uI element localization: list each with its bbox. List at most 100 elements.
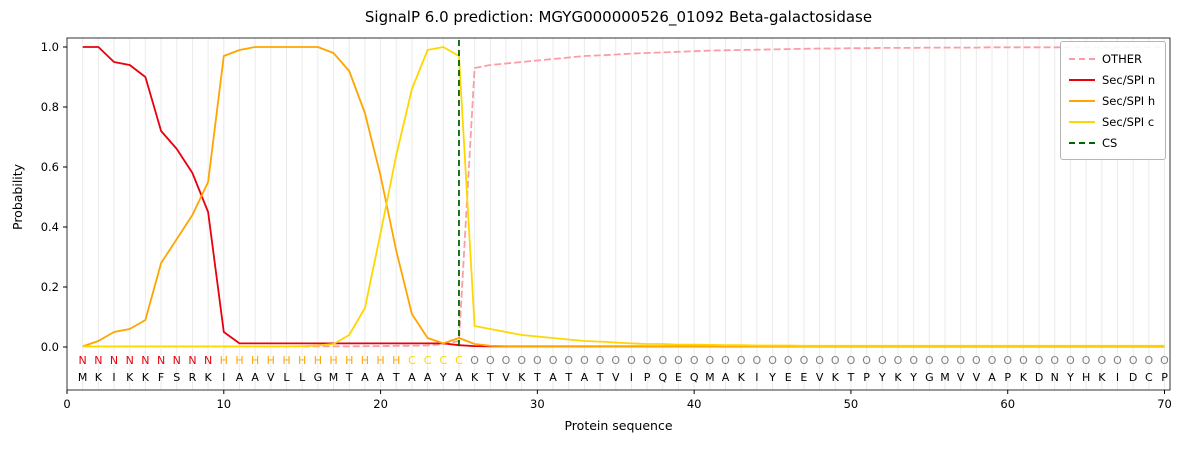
legend-label-sec-spi-n: Sec/SPI n [1102,72,1156,87]
residue-letter: N [1051,371,1059,384]
series-h [82,46,1165,348]
legend-label-sec-spi-c: Sec/SPI c [1102,114,1155,129]
residue-letter: G [925,371,934,384]
region-letter: O [784,354,793,367]
residue-letter: I [222,371,225,384]
region-letter: N [141,354,149,367]
residue-letter: A [988,371,996,384]
y-tick-label: 1.0 [41,40,59,54]
region-letter: O [737,354,746,367]
residue-letter: A [722,371,730,384]
residue-letter: T [345,371,353,384]
region-letter: O [1082,354,1091,367]
residue-letter: Y [878,371,886,384]
residue-letter: A [581,371,589,384]
residue-letter: V [502,371,510,384]
residue-letter: A [236,371,244,384]
residue-letter: A [377,371,385,384]
residue-letter: Y [439,371,447,384]
residue-letter: M [329,371,339,384]
residue-letter: K [471,371,479,384]
region-letter: O [862,354,871,367]
other-line-sample [1069,57,1095,60]
residue-letter: V [267,371,275,384]
x-tick-label: 70 [1157,397,1172,411]
residue-letter: P [863,371,870,384]
residue-letter: M [705,371,715,384]
y-tick-label: 0.8 [41,100,59,114]
region-letter: N [79,354,87,367]
residue-letter: K [204,371,212,384]
region-letter: O [627,354,636,367]
legend-label-sec-spi-h: Sec/SPI h [1102,93,1156,108]
region-letter: O [988,354,997,367]
region-letter: N [126,354,134,367]
residue-letter: K [894,371,902,384]
residue-letter: K [1020,371,1028,384]
region-letter: O [925,354,934,367]
cs-line-sample [1069,141,1095,144]
residue-letter: E [800,371,807,384]
region-letter: H [251,354,259,367]
residue-letter: T [596,371,604,384]
region-letter: H [392,354,400,367]
residue-letter: I [112,371,115,384]
region-letter: C [408,354,416,367]
region-letter: O [753,354,762,367]
residue-letter: K [518,371,526,384]
region-letter: O [1160,354,1169,367]
series-c [82,46,1165,348]
legend-entry-sec-spi-c: Sec/SPI c [1069,111,1157,132]
region-letter: O [1050,354,1059,367]
x-tick-label: 30 [530,397,545,411]
region-letter: H [282,354,290,367]
residue-letter: Y [1066,371,1074,384]
chart-title: SignalP 6.0 prediction: MGYG000000526_01… [364,8,873,26]
region-letter: O [611,354,620,367]
region-letter: O [956,354,965,367]
region-letter: N [110,354,118,367]
region-letter: O [831,354,840,367]
region-letter: O [909,354,918,367]
region-letter: O [502,354,511,367]
residue-letter: T [533,371,541,384]
region-letter: O [815,354,824,367]
region-letter: O [690,354,699,367]
residue-letter: M [940,371,950,384]
legend-entry-other: OTHER [1069,48,1157,69]
region-letter: C [455,354,463,367]
residue-letter: P [1161,371,1168,384]
residue-letter: P [644,371,651,384]
residue-letter: E [785,371,792,384]
region-letter: N [173,354,181,367]
legend-label-other: OTHER [1102,51,1142,66]
region-letter: O [470,354,479,367]
region-letter: O [1003,354,1012,367]
residue-letter: E [675,371,682,384]
region-letter: O [1035,354,1044,367]
region-letter: O [1144,354,1153,367]
y-tick-label: 0.0 [41,340,59,354]
region-letter: O [658,354,667,367]
residue-letter: S [173,371,180,384]
residue-letter: V [973,371,981,384]
x-tick-label: 60 [1000,397,1015,411]
region-letter: H [361,354,369,367]
region-letter: C [439,354,447,367]
region-letter: N [157,354,165,367]
residue-letter: K [142,371,150,384]
legend-label-cs: CS [1102,135,1118,150]
sec-spi-n-line-sample [1069,78,1095,81]
region-letter: O [549,354,558,367]
residue-letter: V [816,371,824,384]
region-letter: C [424,354,432,367]
residue-letter: C [1145,371,1153,384]
residue-letter: T [564,371,572,384]
residue-letter: V [612,371,620,384]
x-tick-label: 20 [373,397,388,411]
residue-letter: L [299,371,306,384]
region-letter: O [596,354,605,367]
residue-letter: D [1129,371,1137,384]
region-letter: H [220,354,228,367]
